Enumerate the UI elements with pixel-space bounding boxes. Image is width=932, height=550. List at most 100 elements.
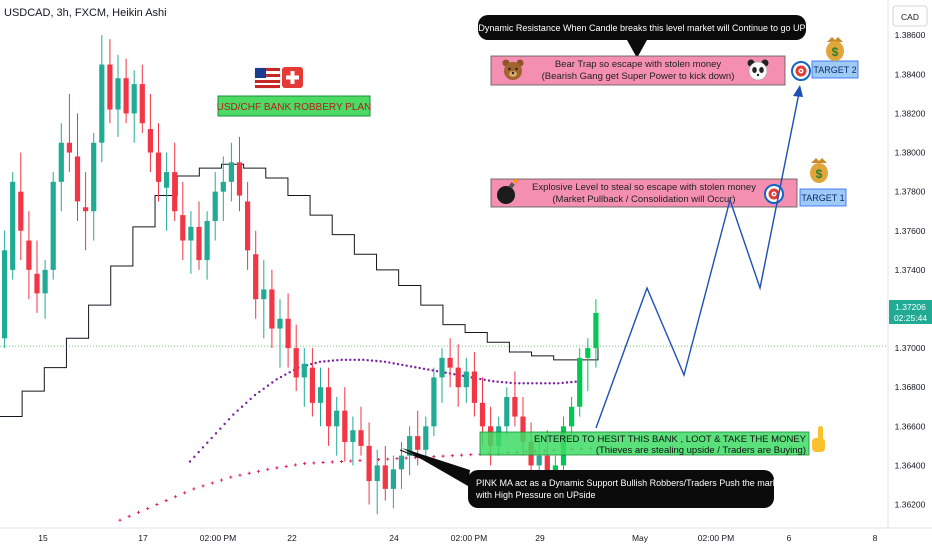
purple-ma-dot <box>427 368 430 371</box>
candle-body <box>479 402 486 427</box>
pink-ma-line1: PINK MA act as a Dynamic Support Bullish… <box>476 478 785 488</box>
pink-ma-cross <box>432 455 436 459</box>
candle-body <box>115 78 121 110</box>
price-axis[interactable] <box>888 0 932 528</box>
x-tick-label: 8 <box>873 533 878 543</box>
bear-trap-box: Bear Trap so escape with stolen money (B… <box>490 55 786 86</box>
y-tick-label: 1.36600 <box>895 421 926 431</box>
pink-ma-cross <box>201 484 205 488</box>
purple-ma-dot <box>431 369 434 372</box>
candle-body <box>99 64 105 143</box>
candle-body <box>220 181 226 192</box>
purple-ma-dot <box>223 422 226 426</box>
pink-ma-cross <box>118 518 122 522</box>
purple-ma-dot <box>561 381 564 385</box>
candle-body <box>155 152 162 182</box>
purple-ma-dot <box>327 359 330 363</box>
pink-ma-cross <box>266 467 270 471</box>
pink-ma-cross <box>450 454 454 458</box>
y-tick-label: 1.38600 <box>895 30 926 40</box>
y-tick-label: 1.36400 <box>895 460 926 470</box>
candle-body <box>544 455 550 482</box>
currency-badge[interactable]: CAD <box>892 5 928 27</box>
pink-ma-cross <box>173 495 177 499</box>
pink-ma-line2: with High Pressure on UPside <box>475 490 596 500</box>
purple-ma-dot <box>340 358 343 362</box>
target-2-text: TARGET 2 <box>813 65 856 75</box>
x-tick-label: 02:00 PM <box>451 533 487 543</box>
pink-ma-cross <box>303 461 307 466</box>
money-bag-icon-1: $ <box>810 158 828 183</box>
chart-title: USDCAD, 3h, FXCM, Heikin Ashi <box>4 7 167 19</box>
last-price-badge: 1.37206 02:25:44 <box>889 300 932 324</box>
bomb-icon <box>497 179 518 204</box>
entry-zone-box: ENTERED TO HESIT THIS BANK , LOOT & TAKE… <box>479 431 810 456</box>
purple-ma-dot <box>483 378 486 381</box>
purple-ma-dot <box>193 455 196 459</box>
y-tick-label: 1.37600 <box>895 226 926 236</box>
countdown-value: 02:25:44 <box>894 313 927 323</box>
candle-body <box>447 357 453 368</box>
candle-body <box>58 142 64 182</box>
pink-ma-cross <box>386 457 390 461</box>
pink-ma-cross <box>127 514 131 518</box>
candle-body <box>390 469 396 489</box>
candle-body <box>407 436 413 456</box>
panda-icon <box>747 59 769 81</box>
candle-body <box>382 465 388 489</box>
purple-ma-dot <box>535 382 538 385</box>
purple-ma-dot <box>570 380 573 384</box>
purple-ma-dot <box>266 384 270 387</box>
purple-ma-dot <box>336 359 339 362</box>
pointing-hand-icon <box>812 426 825 452</box>
purple-ma-dot <box>284 373 287 376</box>
candle-body <box>358 430 364 446</box>
purple-ma-dot <box>479 377 482 381</box>
purple-ma-dot <box>253 393 257 397</box>
candle-body <box>147 129 153 153</box>
candle-body <box>301 363 307 378</box>
pink-ma-cross <box>210 481 214 485</box>
candle-body <box>204 220 210 261</box>
candle-body <box>245 201 251 251</box>
purple-ma-dot <box>197 450 200 454</box>
bear-trap-line1: Bear Trap so escape with stolen money <box>555 59 722 70</box>
explosive-line2: (Market Pullback / Consolidation will Oc… <box>552 194 735 205</box>
purple-ma-dot <box>219 427 222 430</box>
purple-ma-dot <box>500 380 504 384</box>
entry-line2: (Thieves are stealing upside / Traders a… <box>596 445 806 456</box>
candle-body <box>293 348 299 378</box>
x-tick-label: 15 <box>38 533 48 543</box>
purple-ma-dot <box>227 418 231 421</box>
purple-ma-dot <box>435 369 439 373</box>
candle-body <box>374 465 380 482</box>
pink-ma-cross <box>321 460 325 465</box>
y-tick-label: 1.36200 <box>895 500 926 510</box>
candle-body <box>309 367 315 403</box>
target-dart-icon-2 <box>791 61 811 81</box>
pink-ma-cross <box>238 473 242 477</box>
candle-body <box>569 406 575 427</box>
candle-body <box>585 348 591 358</box>
candle-body <box>42 269 48 294</box>
last-price-value: 1.37206 <box>895 302 926 312</box>
candle-body <box>536 455 542 466</box>
candle-body <box>26 240 32 270</box>
purple-ma-dot <box>409 365 413 368</box>
purple-ma-dot <box>232 413 235 416</box>
candle-body <box>91 142 97 212</box>
x-tick-label: 17 <box>138 533 148 543</box>
purple-ma-dot <box>444 371 447 374</box>
purple-ma-dot <box>383 360 387 363</box>
purple-ma-dot <box>214 432 218 435</box>
purple-ma-dot <box>249 397 252 401</box>
candle-body <box>342 410 348 442</box>
pink-ma-cross <box>229 475 233 479</box>
candle-body <box>577 357 583 407</box>
purple-ma-dot <box>396 362 400 366</box>
purple-ma-dot <box>522 382 525 385</box>
candle-body <box>471 371 477 403</box>
plan-label: USD/CHF BANK ROBBERY PLAN <box>217 102 372 113</box>
purple-ma-dot <box>518 382 521 385</box>
